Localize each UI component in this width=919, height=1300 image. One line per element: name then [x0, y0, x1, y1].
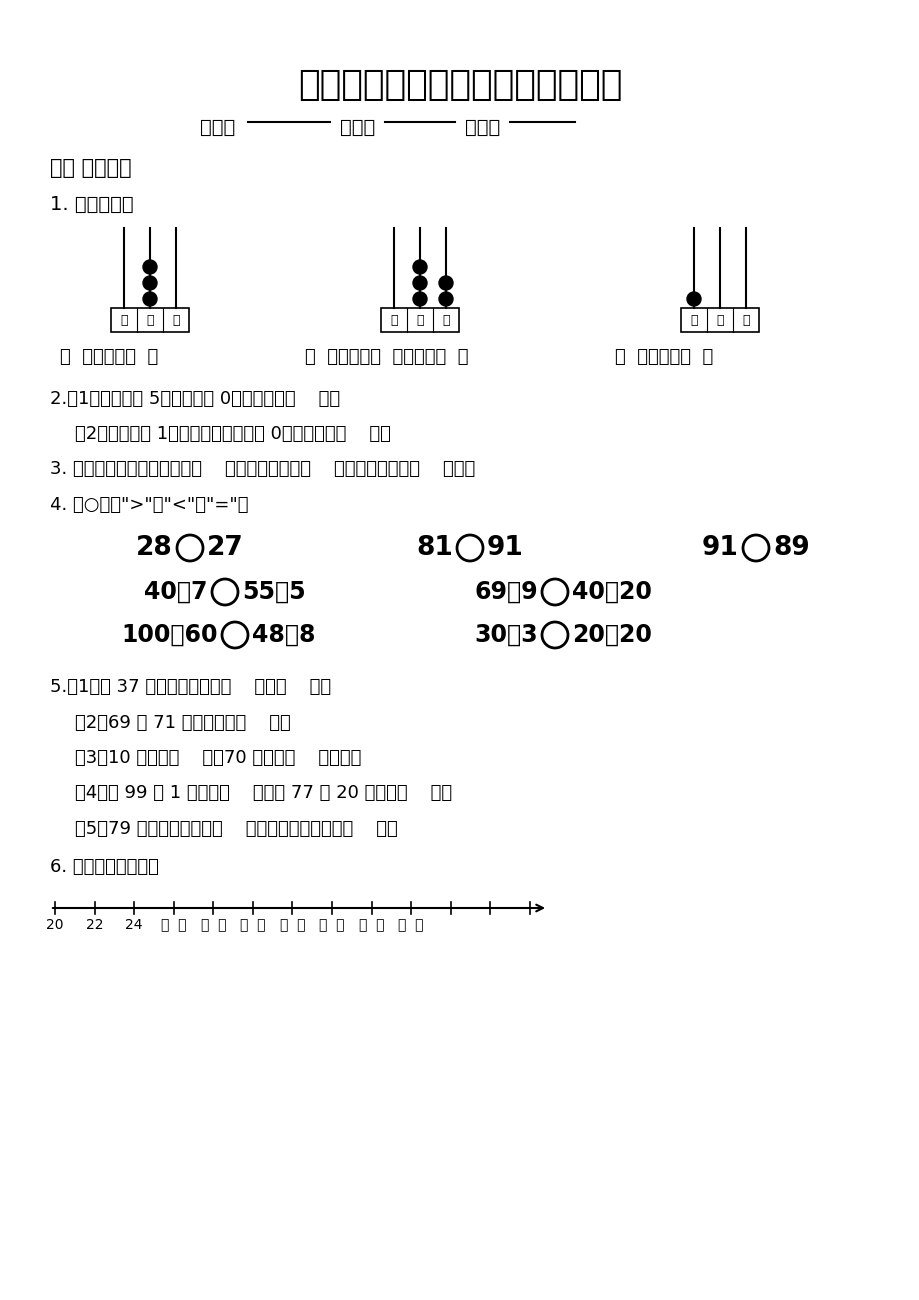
Circle shape [142, 260, 157, 274]
Text: （3）10 个十是（    ），70 里面有（    ）个十。: （3）10 个十是（ ），70 里面有（ ）个十。 [75, 749, 361, 767]
Text: 40＋20: 40＋20 [572, 580, 652, 604]
Text: （  ）: （ ） [200, 918, 226, 932]
Circle shape [413, 292, 426, 306]
Circle shape [438, 292, 452, 306]
Text: 24: 24 [125, 918, 142, 932]
Text: 55－5: 55－5 [242, 580, 305, 604]
Circle shape [142, 292, 157, 306]
Text: （  ）: （ ） [358, 918, 384, 932]
Bar [111, 308, 188, 332]
Text: 28: 28 [136, 536, 173, 562]
Text: （  ）: （ ） [161, 918, 187, 932]
Text: 百: 百 [120, 313, 128, 326]
Text: （  ）个十是（  ）: （ ）个十是（ ） [60, 348, 158, 367]
Circle shape [413, 276, 426, 290]
Text: 100－60: 100－60 [121, 623, 218, 647]
Text: 20: 20 [46, 918, 63, 932]
Text: 81: 81 [415, 536, 452, 562]
Text: 百: 百 [390, 313, 397, 326]
Text: 22: 22 [85, 918, 103, 932]
Text: 4. 在○里填">"、"<"或"="。: 4. 在○里填">"、"<"或"="。 [50, 497, 248, 514]
Text: （  ）: （ ） [398, 918, 424, 932]
Text: 89: 89 [772, 536, 809, 562]
Text: （  ）: （ ） [240, 918, 266, 932]
Text: （2）百位上是 1，十位和个位上都是 0，这个数是（    ）。: （2）百位上是 1，十位和个位上都是 0，这个数是（ ）。 [75, 425, 391, 443]
Circle shape [438, 276, 452, 290]
Text: 1. 看图填空。: 1. 看图填空。 [50, 195, 133, 215]
Text: 5.（1）和 37 相邻的两个数是（    ）和（    ）。: 5.（1）和 37 相邻的两个数是（ ）和（ ）。 [50, 679, 331, 696]
Text: （  ）个十和（  ）个一是（  ）: （ ）个十和（ ）个一是（ ） [305, 348, 468, 367]
Text: 48－8: 48－8 [252, 623, 315, 647]
Text: 91: 91 [701, 536, 738, 562]
Text: 一、 填空题。: 一、 填空题。 [50, 159, 131, 178]
Text: 20＋20: 20＋20 [572, 623, 652, 647]
Text: 百: 百 [689, 313, 697, 326]
Text: 27: 27 [207, 536, 244, 562]
Circle shape [686, 292, 700, 306]
Text: 十: 十 [146, 313, 153, 326]
Bar [680, 308, 758, 332]
Text: 91: 91 [486, 536, 523, 562]
Text: （  ）个百是（  ）: （ ）个百是（ ） [614, 348, 712, 367]
Text: （2）69 和 71 中间的数是（    ）。: （2）69 和 71 中间的数是（ ）。 [75, 714, 290, 732]
Text: 40＋7: 40＋7 [144, 580, 208, 604]
Text: 十: 十 [716, 313, 723, 326]
Text: 北师大版一年级下册数学期中试卷: 北师大版一年级下册数学期中试卷 [298, 68, 621, 101]
Text: 2.（1）十位上是 5，个位上是 0，这个数是（    ）。: 2.（1）十位上是 5，个位上是 0，这个数是（ ）。 [50, 390, 340, 408]
Text: 班级：: 班级： [199, 118, 235, 136]
Text: 6. 按数的顺序填写。: 6. 按数的顺序填写。 [50, 858, 159, 876]
Text: 30＋3: 30＋3 [474, 623, 538, 647]
Text: 个: 个 [172, 313, 179, 326]
Text: 个: 个 [442, 313, 449, 326]
Text: 十: 十 [415, 313, 424, 326]
Text: 3. 一个数从右边起第一位是（    ）位，第二位是（    ）位，第三位是（    ）位。: 3. 一个数从右边起第一位是（ ）位，第二位是（ ）位，第三位是（ ）位。 [50, 460, 475, 478]
Text: 成绩：: 成绩： [464, 118, 500, 136]
Text: （  ）: （ ） [279, 918, 305, 932]
Text: 个: 个 [742, 313, 749, 326]
Text: （5）79 前面的一个数是（    ），后面的一个数是（    ）。: （5）79 前面的一个数是（ ），后面的一个数是（ ）。 [75, 820, 397, 838]
Text: （  ）: （ ） [319, 918, 345, 932]
Text: （4）比 99 多 1 的数是（    ），比 77 少 20 的数是（    ）。: （4）比 99 多 1 的数是（ ），比 77 少 20 的数是（ ）。 [75, 784, 451, 802]
Bar [380, 308, 459, 332]
Circle shape [413, 260, 426, 274]
Circle shape [142, 276, 157, 290]
Text: 姓名：: 姓名： [340, 118, 375, 136]
Text: 69－9: 69－9 [474, 580, 538, 604]
